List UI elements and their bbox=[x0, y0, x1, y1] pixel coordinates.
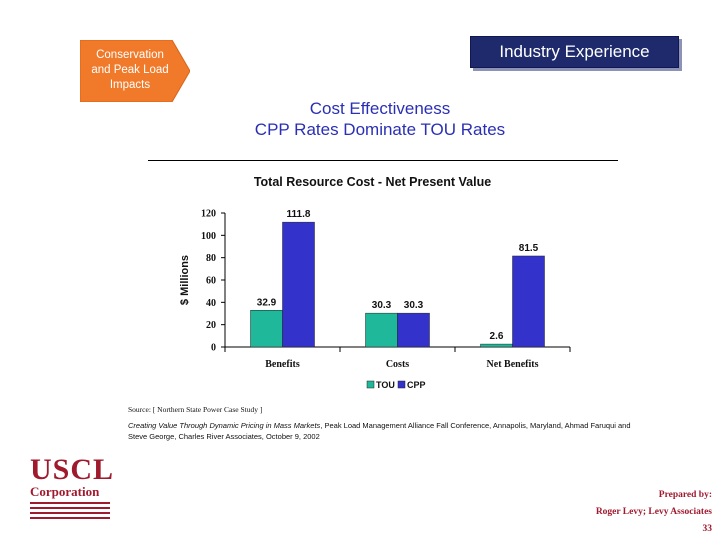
data-label-cpp-costs: 30.3 bbox=[404, 300, 424, 311]
logo-corporation: Corporation bbox=[30, 484, 100, 499]
y-tick-label-0: 0 bbox=[211, 343, 216, 354]
y-axis-label: $ Millions bbox=[179, 255, 191, 305]
y-tick-label-20: 20 bbox=[206, 320, 216, 331]
section-tag-line-1: Conservation bbox=[96, 49, 164, 61]
prepared-by-author: Roger Levy; Levy Associates bbox=[595, 507, 712, 517]
title-divider bbox=[148, 160, 618, 161]
data-label-cpp-benefits: 111.8 bbox=[287, 209, 311, 220]
data-label-cpp-net-benefits: 81.5 bbox=[519, 243, 539, 254]
bar-cpp-costs bbox=[397, 312, 430, 348]
section-tag: Conservation and Peak Load Impacts bbox=[80, 40, 190, 102]
citation-details: , Peak Load Management Alliance Fall Con… bbox=[128, 421, 631, 441]
uscl-logo: USCL Corporation bbox=[30, 453, 115, 522]
y-tick-label-100: 100 bbox=[201, 231, 216, 242]
chart-title: Total Resource Cost - Net Present Value bbox=[254, 175, 491, 189]
page-title-line-1: Cost Effectiveness bbox=[309, 99, 451, 118]
legend-label-cpp: CPP bbox=[407, 380, 426, 390]
y-tick-label-80: 80 bbox=[206, 253, 216, 264]
y-tick-label-40: 40 bbox=[206, 298, 216, 309]
logo-name: USCL bbox=[30, 453, 115, 486]
page-title-line-2: CPP Rates Dominate TOU Rates bbox=[254, 120, 506, 139]
section-tag-line-2: and Peak Load bbox=[91, 64, 169, 76]
data-label-tou-benefits: 32.9 bbox=[257, 297, 277, 308]
logo-stripes bbox=[30, 502, 112, 519]
x-tick-label-costs: Costs bbox=[386, 359, 409, 370]
pentagon-shape bbox=[80, 40, 190, 102]
legend-label-tou: TOU bbox=[376, 380, 395, 390]
bar-tou-costs bbox=[365, 312, 398, 348]
legend-swatch-tou bbox=[366, 380, 375, 389]
section-tag-line-3: Impacts bbox=[109, 79, 151, 91]
legend-swatch-cpp bbox=[397, 380, 406, 389]
bar-tou-benefits bbox=[250, 310, 283, 348]
x-tick-label-net-benefits: Net Benefits bbox=[487, 359, 539, 370]
x-tick-label-benefits: Benefits bbox=[265, 359, 300, 370]
data-label-tou-net-benefits: 2.6 bbox=[490, 331, 504, 342]
data-label-tou-costs: 30.3 bbox=[372, 300, 392, 311]
bar-cpp-benefits bbox=[282, 221, 315, 348]
prepared-by-label: Prepared by: bbox=[658, 490, 712, 500]
citation-title: Creating Value Through Dynamic Pricing i… bbox=[128, 421, 321, 430]
bar-cpp-net-benefits bbox=[512, 255, 545, 348]
citation: Creating Value Through Dynamic Pricing i… bbox=[128, 420, 648, 442]
source-note: Source: [ Northern State Power Case Stud… bbox=[128, 405, 263, 414]
bar-tou-net-benefits bbox=[480, 343, 513, 348]
y-tick-label-60: 60 bbox=[206, 276, 216, 287]
industry-experience-label: Industry Experience bbox=[470, 36, 679, 68]
y-tick-label-120: 120 bbox=[201, 209, 216, 220]
prepared-by-block: Prepared by: Roger Levy; Levy Associates… bbox=[596, 487, 712, 538]
page-number: 33 bbox=[702, 524, 713, 534]
